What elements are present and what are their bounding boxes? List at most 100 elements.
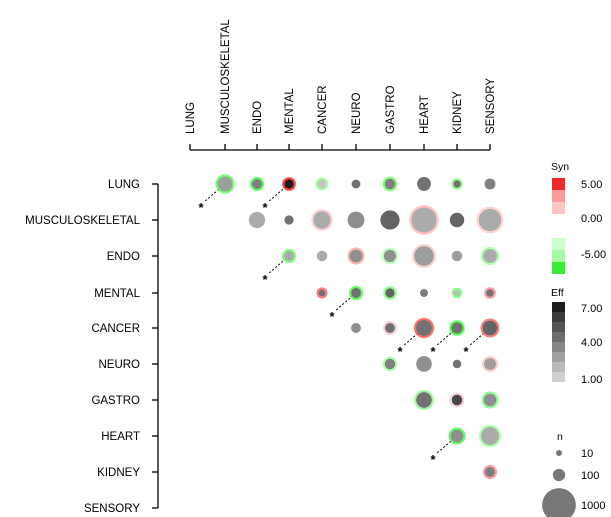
- bubble-cancer-sensory: [482, 320, 498, 336]
- star-marker-mental-neuro: *: [329, 309, 335, 324]
- syn-swatch: [552, 178, 565, 190]
- bubble-lung-cancer: [317, 179, 327, 189]
- bubble-mental-gastro: [385, 288, 395, 298]
- bubble-endo-mental: [284, 251, 294, 261]
- n-legend-label: 100: [581, 470, 599, 482]
- eff-swatch: [552, 362, 565, 372]
- bubble-lung-sensory: [484, 178, 496, 190]
- row-label-sensory: SENSORY: [84, 503, 140, 515]
- eff-legend: Eff 7.00 4.00 1.00: [551, 287, 602, 386]
- column-label-neuro: NEURO: [351, 92, 363, 134]
- eff-swatch: [552, 322, 565, 332]
- n-legend-label: 10: [581, 448, 593, 460]
- bubble-lung-kidney: [453, 180, 461, 188]
- row-axis: [152, 183, 159, 509]
- column-label-endo: ENDO: [252, 101, 264, 134]
- syn-swatch: [552, 226, 565, 238]
- star-marker-lung-mental: *: [262, 200, 268, 215]
- bubble-musculoskeletal-sensory: [478, 208, 502, 232]
- syn-legend-label: 5.00: [581, 179, 602, 191]
- n-legend-circle: [542, 488, 576, 517]
- bubble-kidney-sensory: [485, 467, 495, 477]
- bubble-lung-endo: [252, 179, 262, 189]
- bubble-gastro-heart: [416, 392, 432, 408]
- column-label-sensory: SENSORY: [485, 78, 497, 134]
- n-legend-label: 1000: [581, 500, 605, 512]
- bubble-endo-neuro: [349, 249, 363, 263]
- bubble-neuro-sensory: [484, 358, 496, 370]
- column-axis: [189, 144, 491, 151]
- star-marker-endo-mental: *: [262, 272, 268, 287]
- bubble-endo-cancer: [316, 250, 328, 262]
- bubble-endo-sensory: [483, 249, 497, 263]
- row-label-musculoskeletal: MUSCULOSKELETAL: [25, 215, 140, 227]
- bubble-musculoskeletal-gastro: [380, 210, 400, 230]
- column-labels: LUNG MUSCULOSKELETAL ENDO MENTAL CANCER NEURO…: [185, 19, 497, 134]
- column-label-gastro: GASTRO: [385, 85, 397, 134]
- n-legend-circle: [552, 468, 566, 482]
- syn-legend-label: -5.00: [581, 249, 606, 261]
- column-label-heart: HEART: [419, 95, 431, 134]
- n-legend-title: n: [557, 431, 563, 443]
- eff-swatch: [552, 332, 565, 342]
- row-labels: LUNG MUSCULOSKELETAL ENDO MENTAL CANCER NEURO…: [25, 179, 140, 515]
- n-legend: n 10 100 1000: [542, 431, 605, 517]
- column-label-cancer: CANCER: [317, 85, 329, 134]
- eff-legend-label: 4.00: [581, 337, 602, 349]
- syn-swatch: [552, 238, 565, 250]
- bubble-cancer-kidney: [451, 322, 463, 334]
- star-marker-lung-musculoskeletal: *: [198, 200, 204, 215]
- bubble-mental-neuro: [351, 288, 361, 298]
- star-marker-cancer-heart: *: [397, 344, 403, 359]
- bubble-gastro-sensory: [483, 393, 497, 407]
- bubble-mental-cancer: [318, 289, 326, 297]
- bubble-neuro-heart: [416, 356, 432, 372]
- row-label-neuro: NEURO: [98, 359, 140, 371]
- row-label-heart: HEART: [101, 431, 140, 443]
- bubble-cancer-gastro: [385, 323, 395, 333]
- bubble-lung-mental: [284, 179, 294, 189]
- syn-legend: Syn 5.00 0.00 -5.00: [551, 161, 606, 274]
- bubble-musculoskeletal-cancer: [313, 211, 331, 229]
- bubble-musculoskeletal-endo: [248, 211, 266, 229]
- bubble-heart-kidney: [450, 429, 464, 443]
- n-legend-circle: [556, 450, 562, 456]
- bubble-neuro-gastro: [384, 358, 396, 370]
- bubble-lung-gastro: [384, 178, 396, 190]
- eff-swatch: [552, 302, 565, 312]
- eff-swatch: [552, 312, 565, 322]
- eff-swatch: [552, 352, 565, 362]
- column-label-musculoskeletal: MUSCULOSKELETAL: [220, 19, 232, 134]
- bubble-heart-sensory: [480, 426, 500, 446]
- syn-swatch: [552, 190, 565, 202]
- bubble-cancer-neuro: [351, 323, 361, 333]
- eff-swatch: [552, 342, 565, 352]
- bubble-mental-sensory: [486, 289, 494, 297]
- bubble-endo-heart: [414, 246, 434, 266]
- row-label-endo: ENDO: [107, 251, 140, 263]
- bubble-lung-heart: [417, 177, 431, 191]
- syn-swatch: [552, 202, 565, 214]
- eff-swatch: [552, 372, 565, 382]
- syn-legend-label: 0.00: [581, 213, 602, 225]
- syn-legend-title: Syn: [551, 161, 569, 173]
- eff-legend-label: 1.00: [581, 374, 602, 386]
- bubble-neuro-kidney: [452, 359, 462, 369]
- eff-legend-label: 7.00: [581, 303, 602, 315]
- bubble-musculoskeletal-mental: [284, 215, 294, 225]
- star-marker-cancer-sensory: *: [463, 344, 469, 359]
- row-label-gastro: GASTRO: [91, 395, 140, 407]
- column-label-lung: LUNG: [185, 102, 197, 134]
- row-label-kidney: KIDNEY: [97, 467, 140, 479]
- row-label-cancer: CANCER: [91, 323, 140, 335]
- bubble-mental-kidney: [454, 290, 460, 296]
- bubble-lung-neuro: [351, 179, 361, 189]
- syn-swatch: [552, 262, 565, 274]
- column-label-mental: MENTAL: [284, 88, 296, 134]
- significance-markers: * * * * * * * *: [198, 183, 491, 467]
- star-marker-cancer-kidney: *: [430, 344, 436, 359]
- bubble-mental-heart: [420, 289, 428, 297]
- bubble-endo-gastro: [383, 249, 397, 263]
- row-label-lung: LUNG: [108, 179, 140, 191]
